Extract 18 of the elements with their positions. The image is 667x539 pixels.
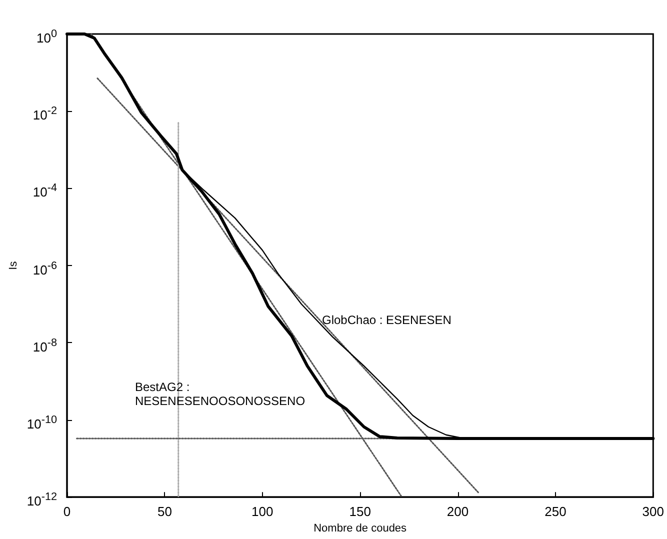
y-tick-label: 10$^{0}$ [36,27,57,48]
x-tick-label: 100 [252,504,274,520]
x-tick-label: 0 [63,504,71,520]
y-tick-label: 10$^{-4}$ [32,181,57,202]
x-tick-label: 150 [349,504,371,520]
x-tick-label: 300 [642,504,664,520]
x-tick-label: 200 [446,504,469,520]
y-tick-label: 10$^{-6}$ [32,258,57,279]
y-tick-label: 10$^{-8}$ [32,336,57,356]
y-axis-title: Is [8,260,20,270]
x-axis-title: Nombre de coudes [314,522,408,534]
annotation: GlobChao : ESENESEN [322,313,452,327]
y-tick-label: 10$^{-12}$ [26,490,57,510]
x-tick-label: 50 [157,504,172,520]
y-tick-label: 10$^{-10}$ [26,412,57,434]
x-tick-label: 250 [544,504,566,520]
annotation: BestAG2 : NESENESENOOSONOSSENO [135,380,306,408]
y-tick-label: 10$^{-2}$ [32,104,57,124]
